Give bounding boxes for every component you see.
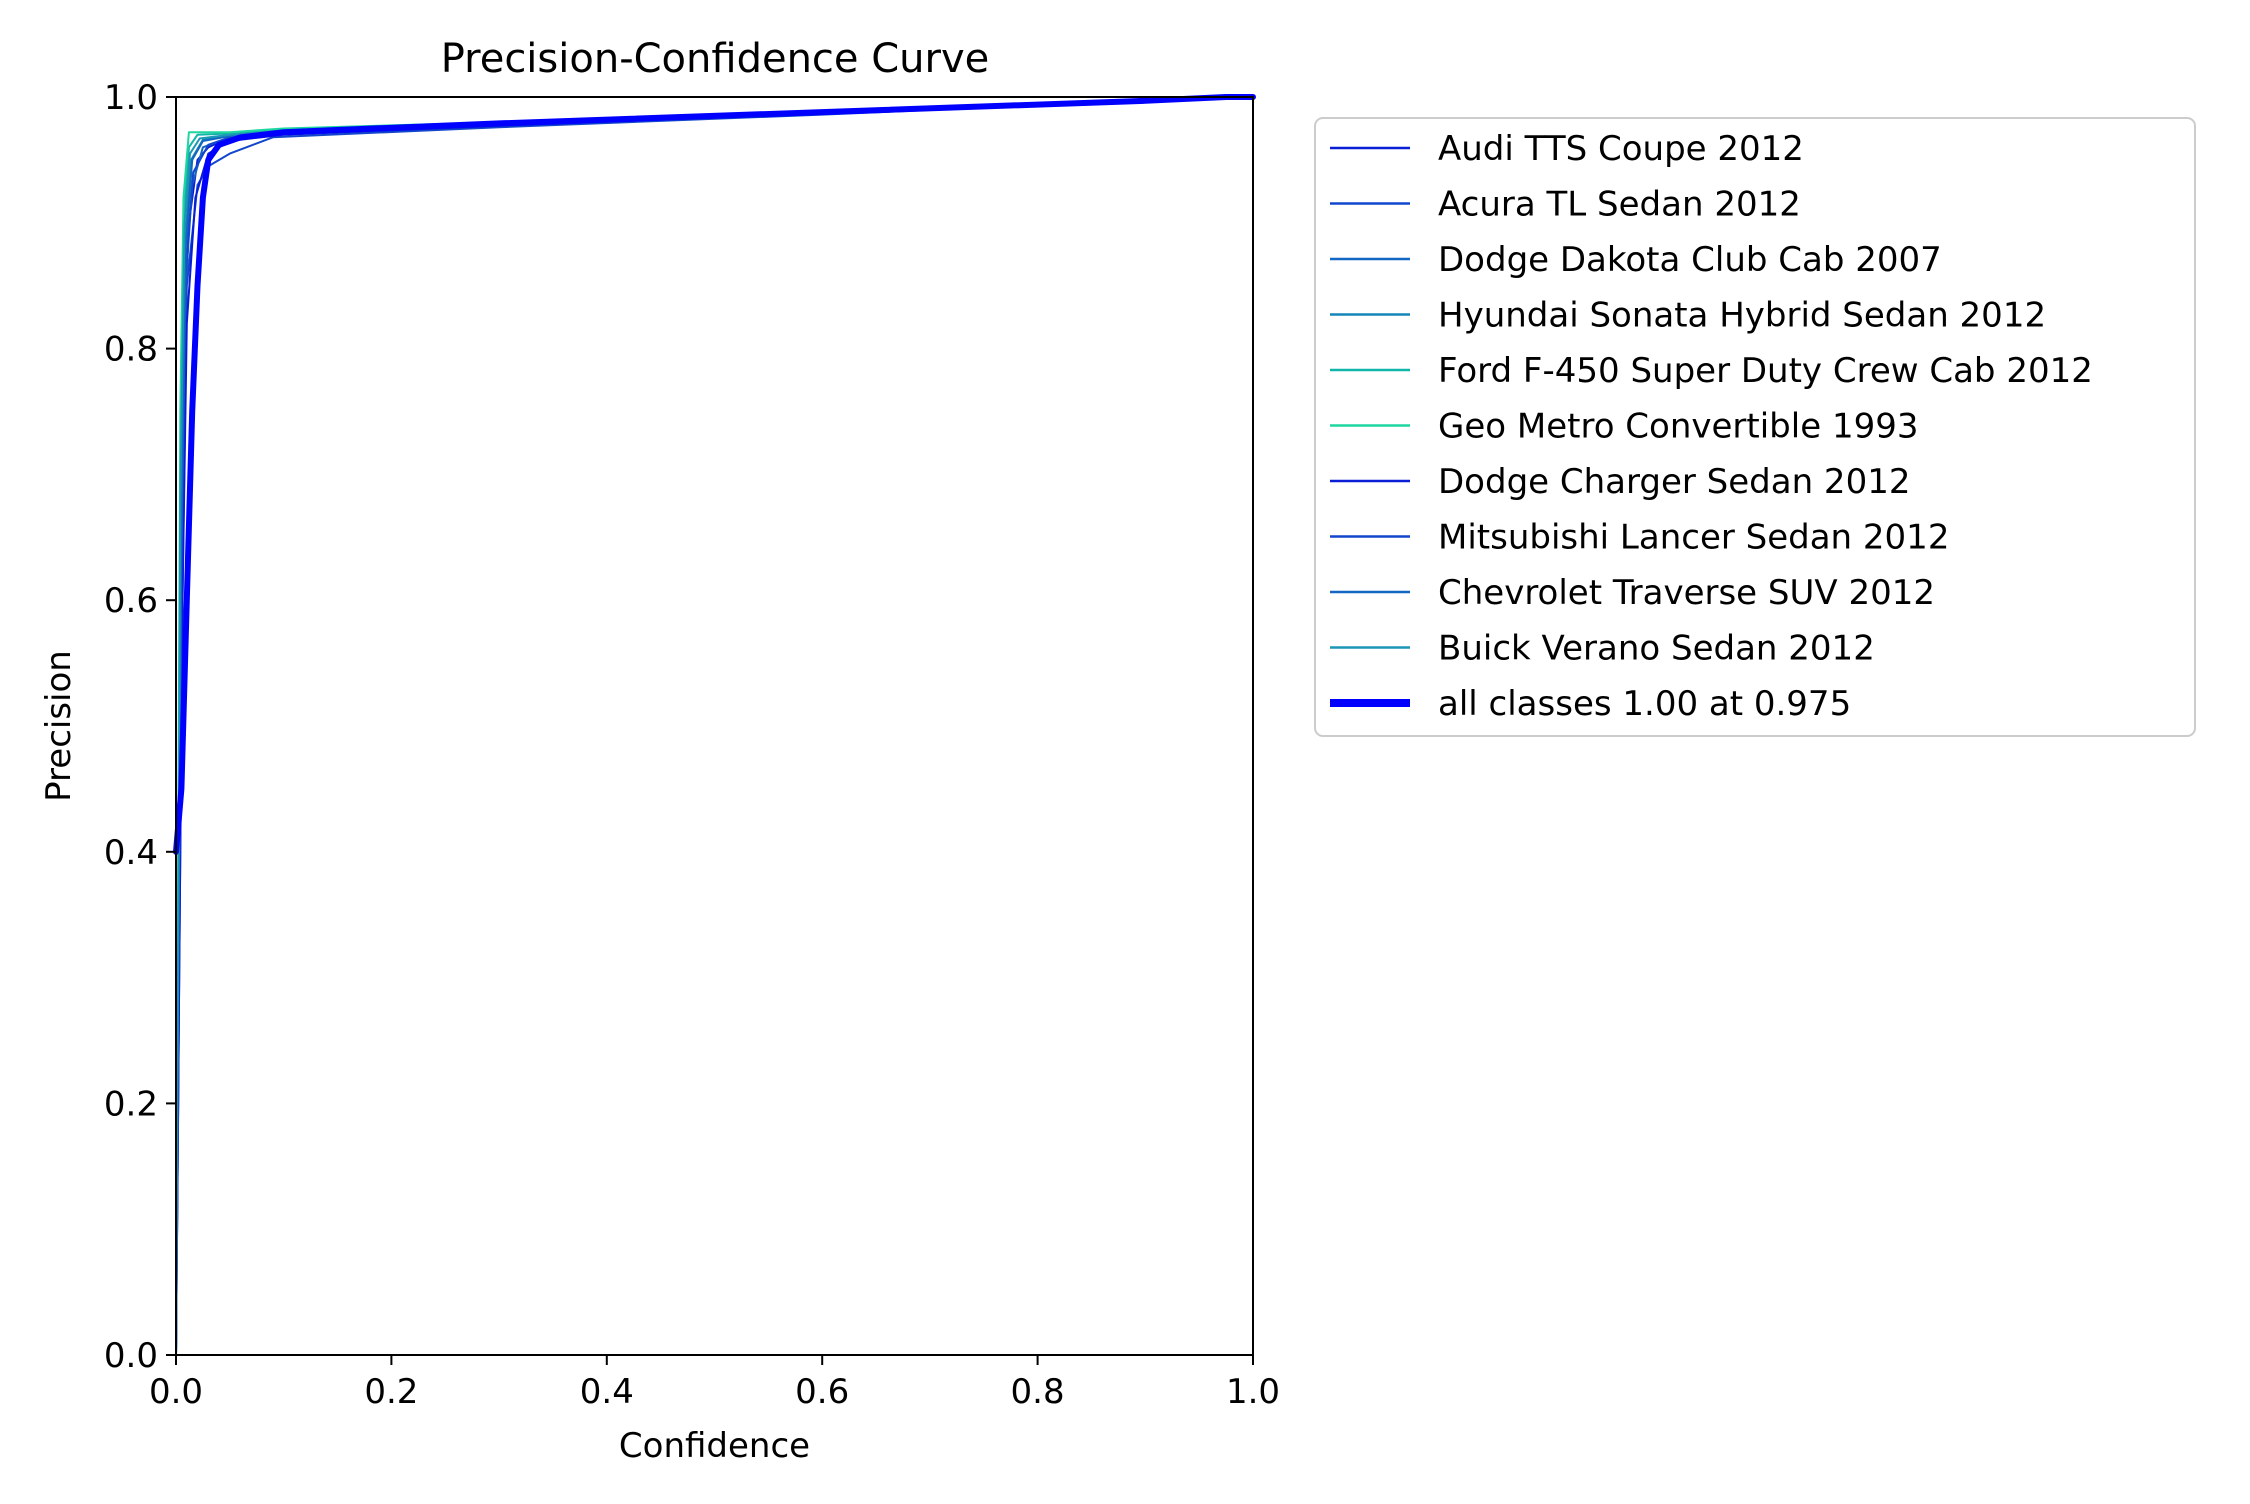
- x-tick-label: 0.0: [149, 1372, 203, 1412]
- y-tick-label: 0.4: [104, 833, 158, 873]
- y-tick-label: 0.6: [104, 581, 158, 621]
- x-tick-label: 0.2: [364, 1372, 418, 1412]
- y-tick-label: 1.0: [104, 78, 158, 118]
- legend-label-7: Mitsubishi Lancer Sedan 2012: [1438, 518, 1949, 558]
- y-axis-ticks: 0.0 0.2 0.4 0.6 0.8 1.0: [104, 78, 176, 1376]
- legend-label-3: Hyundai Sonata Hybrid Sedan 2012: [1438, 296, 2046, 336]
- x-tick-label: 0.6: [795, 1372, 849, 1412]
- legend-label-1: Acura TL Sedan 2012: [1438, 185, 1801, 225]
- y-axis-label: Precision: [39, 650, 79, 802]
- legend-label-10: all classes 1.00 at 0.975: [1438, 684, 1851, 724]
- x-tick-label: 0.8: [1011, 1372, 1065, 1412]
- y-tick-label: 0.8: [104, 330, 158, 370]
- legend-frame: [1314, 117, 2196, 737]
- legend-label-2: Dodge Dakota Club Cab 2007: [1438, 240, 1942, 280]
- series-layer: [173, 94, 1256, 1356]
- chart-title: Precision-Confidence Curve: [441, 36, 990, 82]
- plot-area-frame: [175, 96, 1254, 1356]
- legend-label-0: Audi TTS Coupe 2012: [1438, 129, 1804, 169]
- x-tick-label: 0.4: [580, 1372, 634, 1412]
- y-tick-label: 0.2: [104, 1084, 158, 1124]
- x-tick-label: 1.0: [1226, 1372, 1280, 1412]
- legend-label-5: Geo Metro Convertible 1993: [1438, 407, 1918, 447]
- legend: Audi TTS Coupe 2012 Acura TL Sedan 2012 Do…: [1314, 117, 2196, 737]
- x-axis-ticks: 0.0 0.2 0.4 0.6 0.8 1.0: [149, 1355, 1280, 1412]
- y-tick-label: 0.0: [104, 1336, 158, 1376]
- legend-label-8: Chevrolet Traverse SUV 2012: [1438, 573, 1935, 613]
- legend-label-9: Buick Verano Sedan 2012: [1438, 629, 1875, 669]
- series-line-10: [173, 94, 1256, 855]
- legend-label-6: Dodge Charger Sedan 2012: [1438, 462, 1910, 502]
- legend-items: Audi TTS Coupe 2012 Acura TL Sedan 2012 Do…: [1330, 129, 2093, 724]
- x-axis-label: Confidence: [619, 1426, 810, 1466]
- legend-label-4: Ford F-450 Super Duty Crew Cab 2012: [1438, 351, 2093, 391]
